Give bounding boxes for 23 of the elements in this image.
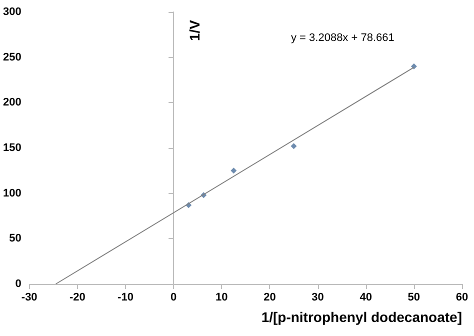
y-tick-label: 200: [2, 96, 22, 109]
x-tick-label: 50: [408, 292, 420, 304]
point: [290, 143, 297, 150]
y-tick-label: 100: [2, 187, 22, 200]
x-tick-label: 30: [312, 292, 324, 304]
point: [410, 63, 417, 70]
y-tick-label: 150: [2, 142, 22, 154]
annotation: y = 3.2088x + 78.661: [291, 32, 394, 44]
x-tick-label: 40: [360, 292, 372, 304]
y-tick-label: 250: [2, 51, 22, 64]
x-axis-title: 1/[p-nitrophenyl dodecanoate]: [261, 309, 462, 325]
x-tick-label: 60: [456, 292, 468, 304]
x-tick-label: -10: [118, 292, 134, 304]
y-tick-label: 300: [2, 6, 22, 18]
x-tick-label: 10: [216, 292, 228, 304]
x-tick-label: 20: [264, 292, 276, 304]
x-tick-label: 0: [170, 292, 177, 304]
y-tick-label: 0: [15, 278, 22, 290]
y-tick-label: 50: [9, 232, 22, 245]
x-tick-label: -30: [21, 292, 38, 304]
y-axis-title: 1/V: [186, 19, 203, 42]
point: [230, 168, 237, 174]
x-tick-label: -20: [69, 292, 86, 304]
